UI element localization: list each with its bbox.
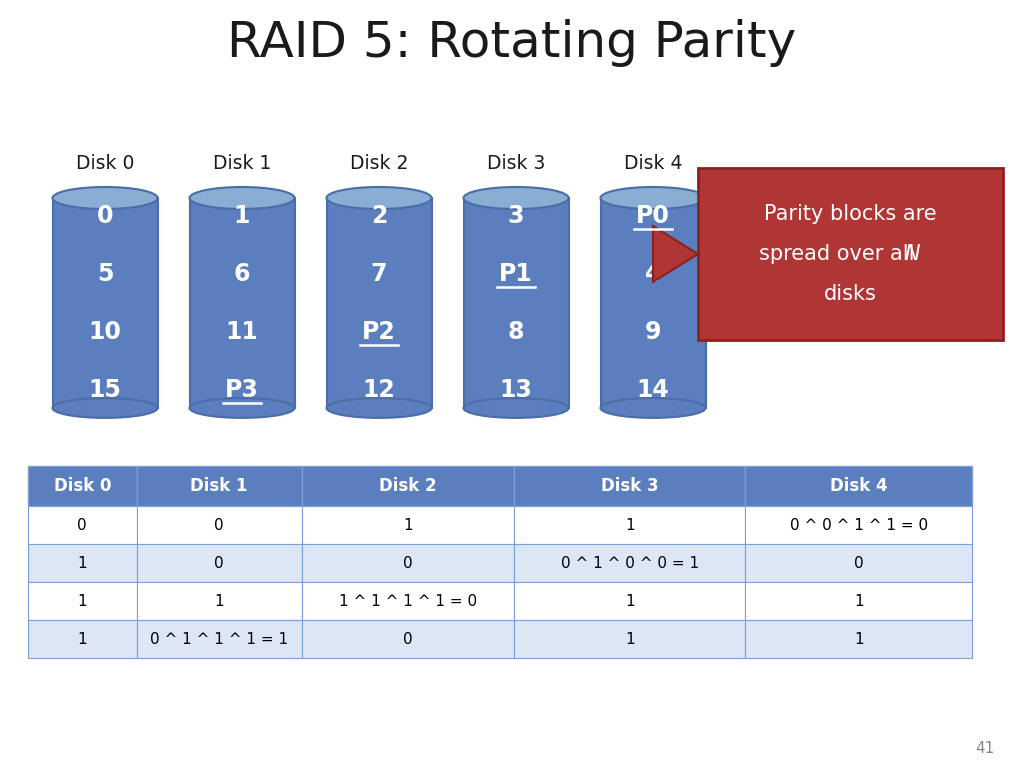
Bar: [136, 466, 302, 506]
Bar: [302, 466, 514, 506]
Text: Disk 2: Disk 2: [379, 477, 437, 495]
Text: 1: 1: [214, 594, 224, 608]
Text: 0 ^ 0 ^ 1 ^ 1 = 0: 0 ^ 0 ^ 1 ^ 1 = 0: [790, 518, 928, 532]
Bar: [302, 582, 514, 620]
Text: Parity blocks are: Parity blocks are: [764, 204, 937, 224]
Bar: [514, 506, 745, 544]
Bar: [28, 544, 136, 582]
Bar: [302, 506, 514, 544]
Polygon shape: [327, 198, 431, 408]
Bar: [136, 620, 302, 658]
Text: P3: P3: [225, 378, 259, 402]
Bar: [28, 582, 136, 620]
Bar: [136, 506, 302, 544]
Bar: [745, 582, 972, 620]
Ellipse shape: [464, 187, 568, 209]
Polygon shape: [600, 198, 706, 408]
Text: Disk 0: Disk 0: [76, 154, 134, 173]
Text: 0 ^ 1 ^ 0 ^ 0 = 1: 0 ^ 1 ^ 0 ^ 0 = 1: [561, 555, 698, 571]
Text: 1 ^ 1 ^ 1 ^ 1 = 0: 1 ^ 1 ^ 1 ^ 1 = 0: [339, 594, 477, 608]
Text: 0: 0: [854, 555, 863, 571]
Text: 0: 0: [403, 631, 413, 647]
Text: 3: 3: [508, 204, 524, 228]
Bar: [745, 466, 972, 506]
Text: 0: 0: [96, 204, 114, 228]
Text: Disk 1: Disk 1: [190, 477, 248, 495]
Text: 11: 11: [225, 320, 258, 344]
Bar: [745, 506, 972, 544]
Text: 1: 1: [625, 631, 635, 647]
Text: 8: 8: [508, 320, 524, 344]
Text: 41: 41: [976, 741, 995, 756]
Text: 0: 0: [214, 518, 224, 532]
Text: 1: 1: [233, 204, 250, 228]
Text: 4: 4: [645, 262, 662, 286]
Bar: [302, 544, 514, 582]
Text: 15: 15: [88, 378, 122, 402]
FancyBboxPatch shape: [698, 168, 1002, 340]
Text: RAID 5: Rotating Parity: RAID 5: Rotating Parity: [227, 19, 797, 67]
Text: 10: 10: [88, 320, 122, 344]
Text: 0: 0: [78, 518, 87, 532]
Text: 1: 1: [403, 518, 413, 532]
Ellipse shape: [52, 398, 158, 418]
Polygon shape: [189, 198, 295, 408]
Text: Disk 0: Disk 0: [53, 477, 111, 495]
Text: 1: 1: [625, 594, 635, 608]
Polygon shape: [52, 198, 158, 408]
Text: Disk 4: Disk 4: [829, 477, 888, 495]
Bar: [302, 620, 514, 658]
Text: Disk 3: Disk 3: [486, 154, 545, 173]
Text: 13: 13: [500, 378, 532, 402]
Text: P0: P0: [636, 204, 670, 228]
Polygon shape: [653, 226, 698, 282]
Text: 14: 14: [637, 378, 670, 402]
Text: N: N: [904, 244, 921, 264]
Text: 2: 2: [371, 204, 387, 228]
Text: 1: 1: [78, 594, 87, 608]
Text: P2: P2: [362, 320, 396, 344]
Bar: [514, 544, 745, 582]
Text: Disk 3: Disk 3: [601, 477, 658, 495]
Ellipse shape: [327, 187, 431, 209]
Ellipse shape: [464, 398, 568, 418]
Text: 1: 1: [78, 631, 87, 647]
Text: P1: P1: [499, 262, 532, 286]
Bar: [745, 620, 972, 658]
Ellipse shape: [52, 187, 158, 209]
Bar: [745, 544, 972, 582]
Bar: [136, 582, 302, 620]
Text: 1: 1: [854, 594, 863, 608]
Ellipse shape: [600, 398, 706, 418]
Bar: [514, 466, 745, 506]
Text: Disk 2: Disk 2: [350, 154, 409, 173]
Ellipse shape: [327, 398, 431, 418]
Bar: [514, 582, 745, 620]
Bar: [28, 506, 136, 544]
Text: 12: 12: [362, 378, 395, 402]
Bar: [136, 544, 302, 582]
Ellipse shape: [189, 398, 295, 418]
Text: 0: 0: [214, 555, 224, 571]
Text: Disk 4: Disk 4: [624, 154, 682, 173]
Text: 1: 1: [625, 518, 635, 532]
Text: 7: 7: [371, 262, 387, 286]
Text: spread over all: spread over all: [760, 244, 922, 264]
Polygon shape: [464, 198, 568, 408]
Ellipse shape: [600, 187, 706, 209]
Bar: [28, 620, 136, 658]
Bar: [514, 620, 745, 658]
Text: 1: 1: [854, 631, 863, 647]
Ellipse shape: [189, 187, 295, 209]
Text: 0 ^ 1 ^ 1 ^ 1 = 1: 0 ^ 1 ^ 1 ^ 1 = 1: [151, 631, 288, 647]
Text: 1: 1: [78, 555, 87, 571]
Text: disks: disks: [824, 284, 877, 304]
Text: 6: 6: [233, 262, 250, 286]
Text: 5: 5: [96, 262, 114, 286]
Text: 9: 9: [645, 320, 662, 344]
Text: 0: 0: [403, 555, 413, 571]
Bar: [28, 466, 136, 506]
Text: Disk 1: Disk 1: [213, 154, 271, 173]
